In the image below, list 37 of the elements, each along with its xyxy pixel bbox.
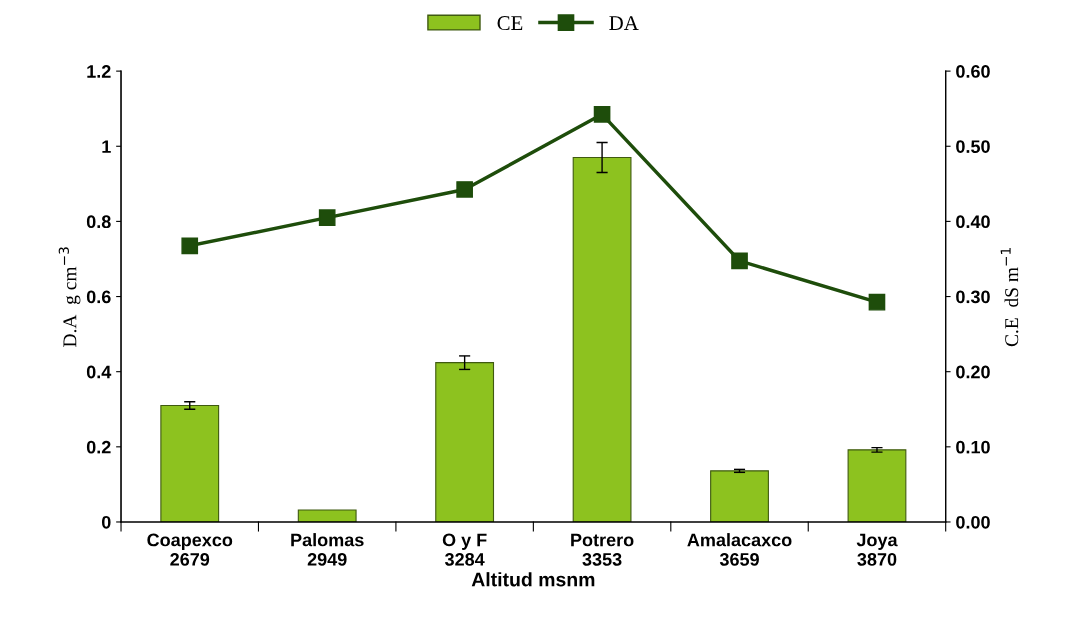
y2-tick-label: 0.60: [956, 65, 990, 78]
x-tick-label: Coapexco 2679: [147, 533, 233, 566]
y-axis-title: D.A g cm$^{−3}$: [58, 247, 81, 347]
bar: [847, 449, 907, 522]
y2-tick-label: 0.30: [956, 290, 990, 304]
bar: [710, 470, 769, 522]
point: [868, 293, 886, 311]
y-tick-label: 0.6: [86, 290, 111, 304]
y-tick-label: 0.8: [86, 215, 111, 229]
point: [456, 181, 473, 198]
y2-axis-title: C.E dS m$^{−1}$: [1000, 248, 1019, 347]
point: [731, 252, 748, 270]
y2-tick-label: 0.10: [956, 440, 990, 454]
bar: [572, 156, 632, 522]
x-axis-title: Altitud msnm: [471, 572, 595, 587]
x-tick-label: Amalacaxco 3659: [687, 533, 792, 566]
legend-label: CE: [497, 16, 523, 31]
y2-tick-label: 0.50: [956, 140, 990, 153]
y-tick-label: 0.2: [86, 440, 111, 454]
y-tick-label: 0.4: [86, 365, 112, 379]
y-tick-label: 0: [101, 515, 111, 529]
y-tick-label: 1.2: [87, 65, 111, 78]
x-tick-label: O y F 3284: [442, 533, 487, 566]
point: [318, 209, 336, 226]
bar: [297, 509, 357, 522]
legend-label: DA: [609, 16, 639, 30]
x-tick-label: Potrero 3353: [571, 533, 634, 566]
bar: [160, 404, 220, 522]
point: [593, 105, 611, 123]
y2-tick-label: 0.40: [956, 215, 990, 229]
y-tick-label: 1: [102, 140, 111, 153]
x-tick-label: Joya 3870: [856, 533, 898, 566]
x-tick-label: Palomas 2949: [291, 533, 364, 566]
bar: [435, 362, 495, 522]
y2-tick-label: 0.00: [956, 515, 990, 529]
point: [181, 237, 199, 255]
y2-tick-label: 0.20: [956, 365, 990, 379]
